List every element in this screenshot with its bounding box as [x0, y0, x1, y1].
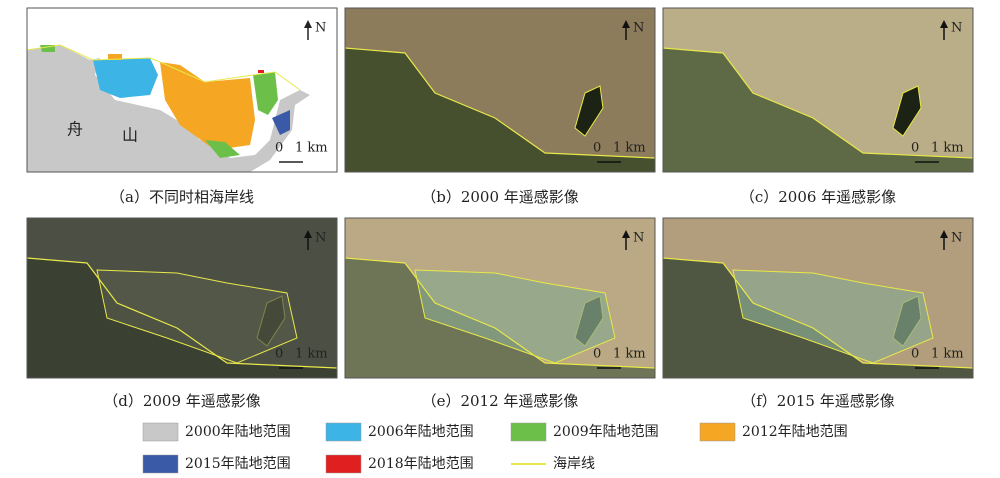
legend-label: 2018年陆地范围 — [368, 455, 474, 472]
scale-end: 1 km — [613, 141, 646, 156]
reclaimed-land — [414, 269, 616, 364]
panel-caption: （b）2000 年遥感影像 — [421, 188, 579, 206]
scale-end: 1 km — [295, 347, 328, 362]
legend-swatch — [699, 422, 736, 442]
panel-border — [26, 217, 338, 379]
scale-end: 1 km — [931, 347, 964, 362]
place-label: 舟 — [67, 120, 83, 139]
scale-start: 0 — [911, 141, 919, 156]
land-2009 — [253, 72, 278, 115]
panel-caption: （e）2012 年遥感影像 — [422, 392, 579, 410]
panel-caption: （c）2006 年遥感影像 — [740, 188, 896, 206]
legend-swatch — [510, 422, 547, 442]
north-label: N — [951, 231, 962, 246]
place-label: 山 — [122, 126, 138, 145]
legend-label: 2012年陆地范围 — [742, 423, 848, 440]
north-label: N — [633, 21, 644, 36]
north-arrow-head — [622, 230, 630, 238]
scale-start: 0 — [275, 141, 283, 156]
legend-label: 海岸线 — [553, 456, 595, 472]
legend-label: 2000年陆地范围 — [185, 423, 291, 440]
north-label: N — [951, 21, 962, 36]
panel-border — [344, 217, 656, 379]
land-2018 — [258, 70, 264, 73]
scale-end: 1 km — [613, 347, 646, 362]
legend-swatch — [142, 454, 179, 474]
land-2012 — [160, 62, 255, 150]
land-2006 — [93, 58, 158, 98]
panel-border — [662, 7, 974, 173]
legend-label: 2015年陆地范围 — [185, 455, 291, 472]
legend-label: 2006年陆地范围 — [368, 423, 474, 440]
panel-border — [344, 7, 656, 173]
scale-start: 0 — [275, 347, 283, 362]
panel-caption: （a）不同时相海岸线 — [110, 188, 254, 206]
panel-caption: （f）2015 年遥感影像 — [741, 392, 895, 410]
island — [574, 85, 604, 137]
reclaimed-land — [732, 269, 934, 364]
reclaimed-land — [96, 269, 298, 364]
land-2000 — [27, 45, 310, 172]
scale-start: 0 — [593, 347, 601, 362]
scale-start: 0 — [593, 141, 601, 156]
land-extent-map — [26, 8, 337, 172]
north-arrow-head — [304, 20, 312, 28]
scale-start: 0 — [911, 347, 919, 362]
legend-swatch — [325, 422, 362, 442]
coastline — [26, 44, 301, 91]
coastline — [344, 47, 656, 159]
north-label: N — [315, 21, 326, 36]
island — [892, 85, 922, 137]
legend-label: 2009年陆地范围 — [553, 423, 659, 440]
north-arrow-head — [304, 230, 312, 238]
coastline — [662, 257, 974, 369]
land — [663, 48, 973, 172]
scale-end: 1 km — [295, 141, 328, 156]
land-2015 — [272, 110, 290, 135]
north-label: N — [315, 231, 326, 246]
coastline — [344, 257, 656, 369]
land — [345, 48, 655, 172]
legend-swatch — [142, 422, 179, 442]
coastline — [26, 257, 338, 369]
panel-border — [26, 7, 338, 173]
panel-caption: （d）2009 年遥感影像 — [103, 392, 261, 410]
coastline — [662, 47, 974, 159]
panel-border — [662, 217, 974, 379]
land-2012 — [108, 54, 122, 60]
scale-end: 1 km — [931, 141, 964, 156]
north-arrow-head — [940, 20, 948, 28]
north-arrow-head — [940, 230, 948, 238]
land-2009 — [205, 140, 240, 158]
north-arrow-head — [622, 20, 630, 28]
north-label: N — [633, 231, 644, 246]
legend-swatch — [325, 454, 362, 474]
